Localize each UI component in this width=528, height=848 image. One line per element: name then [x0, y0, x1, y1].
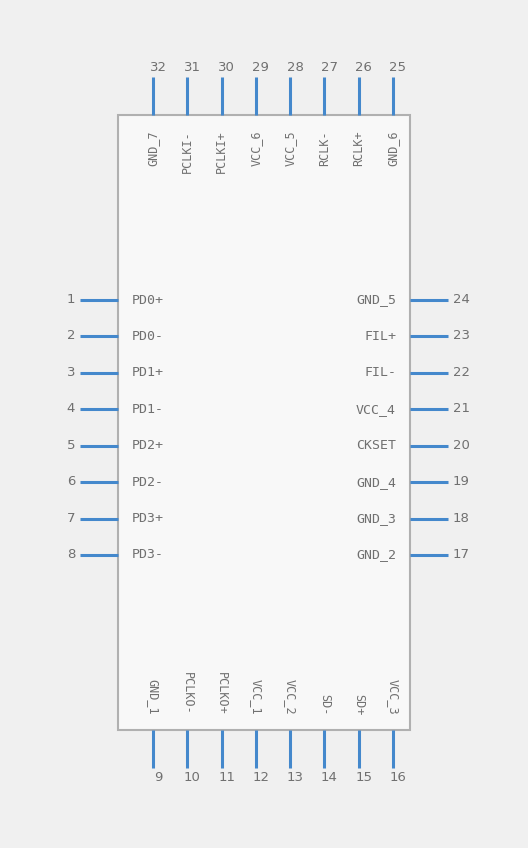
Text: GND_4: GND_4: [356, 476, 396, 488]
Text: PD1+: PD1+: [132, 366, 164, 379]
Text: GND_2: GND_2: [356, 549, 396, 561]
Text: SD+: SD+: [352, 694, 365, 715]
Text: PCLKI+: PCLKI+: [215, 130, 228, 173]
Text: PD2+: PD2+: [132, 439, 164, 452]
Text: PCLKO+: PCLKO+: [215, 672, 228, 715]
Text: 6: 6: [67, 475, 75, 488]
Text: CKSET: CKSET: [356, 439, 396, 452]
Text: 29: 29: [252, 61, 269, 74]
Text: RCLK-: RCLK-: [318, 130, 331, 165]
Text: 14: 14: [321, 771, 338, 784]
Text: 11: 11: [218, 771, 235, 784]
Text: VCC_1: VCC_1: [249, 679, 262, 715]
Text: 20: 20: [453, 438, 470, 452]
Text: PD1-: PD1-: [132, 403, 164, 416]
Text: GND_5: GND_5: [356, 293, 396, 306]
Text: 18: 18: [453, 511, 470, 525]
Text: PD2-: PD2-: [132, 476, 164, 488]
Text: 19: 19: [453, 475, 470, 488]
Text: 31: 31: [184, 61, 201, 74]
Bar: [118, 115, 410, 730]
Text: PD0-: PD0-: [132, 330, 164, 343]
Text: 15: 15: [355, 771, 372, 784]
Text: GND_3: GND_3: [356, 512, 396, 525]
Text: PD3+: PD3+: [132, 512, 164, 525]
Text: PCLKI-: PCLKI-: [181, 130, 194, 173]
Text: 26: 26: [355, 61, 372, 74]
Text: 2: 2: [67, 329, 75, 343]
Text: 28: 28: [287, 61, 304, 74]
Text: VCC_2: VCC_2: [284, 679, 297, 715]
Text: VCC_4: VCC_4: [356, 403, 396, 416]
Text: 5: 5: [67, 438, 75, 452]
Text: PD0+: PD0+: [132, 293, 164, 306]
Text: 25: 25: [390, 61, 407, 74]
Text: 22: 22: [453, 365, 470, 379]
Text: GND_7: GND_7: [146, 130, 159, 165]
Text: GND_6: GND_6: [386, 130, 400, 165]
Text: 30: 30: [218, 61, 235, 74]
Text: VCC_5: VCC_5: [284, 130, 297, 165]
Text: SD-: SD-: [318, 694, 331, 715]
Text: 21: 21: [453, 402, 470, 416]
Text: 24: 24: [453, 293, 470, 306]
Text: 1: 1: [67, 293, 75, 306]
Text: FIL+: FIL+: [364, 330, 396, 343]
Text: 10: 10: [184, 771, 201, 784]
Text: VCC_6: VCC_6: [249, 130, 262, 165]
Text: 32: 32: [149, 61, 166, 74]
Text: 7: 7: [67, 511, 75, 525]
Text: 27: 27: [321, 61, 338, 74]
Text: 16: 16: [390, 771, 407, 784]
Text: 17: 17: [453, 548, 470, 561]
Text: PD3-: PD3-: [132, 549, 164, 561]
Text: FIL-: FIL-: [364, 366, 396, 379]
Text: 23: 23: [453, 329, 470, 343]
Text: 8: 8: [67, 548, 75, 561]
Text: PCLKO-: PCLKO-: [181, 672, 194, 715]
Text: 4: 4: [67, 402, 75, 416]
Text: 12: 12: [252, 771, 269, 784]
Text: 13: 13: [287, 771, 304, 784]
Text: GND_1: GND_1: [146, 679, 159, 715]
Text: 9: 9: [154, 771, 162, 784]
Text: 3: 3: [67, 365, 75, 379]
Text: VCC_3: VCC_3: [386, 679, 400, 715]
Text: RCLK+: RCLK+: [352, 130, 365, 165]
